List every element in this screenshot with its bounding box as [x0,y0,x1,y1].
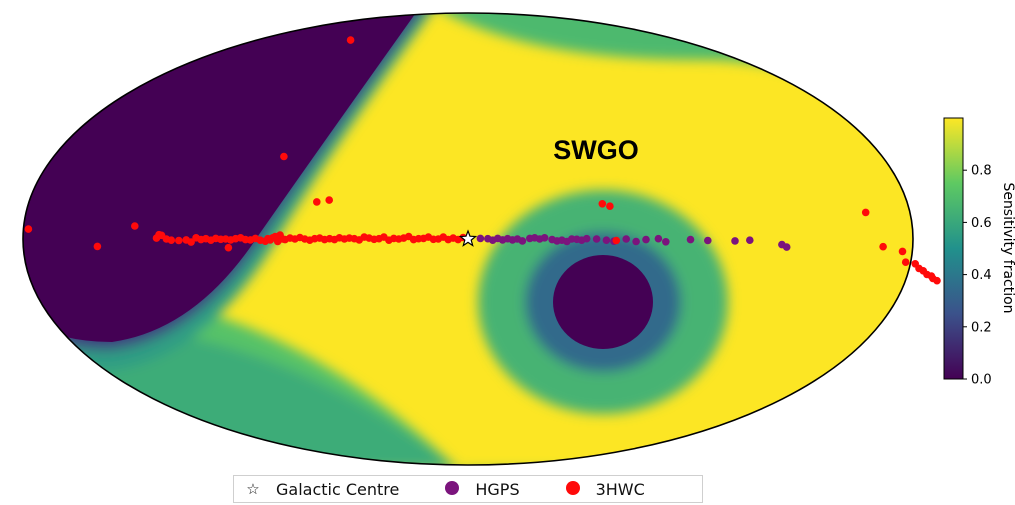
star-icon: ☆ [246,480,260,498]
point-3hwc [280,152,288,161]
point-hgps [642,235,650,244]
colorbar-tick-label: 0.4 [971,268,992,283]
point-3hwc [898,247,907,256]
point-3hwc [861,208,870,217]
point-3hwc [313,198,321,206]
point-3hwc [152,234,161,242]
point-hgps [704,236,712,245]
point-hgps [582,234,591,243]
legend-label-3hwc: 3HWC [595,479,645,499]
legend-label-hgps: HGPS [475,479,520,499]
point-hgps [592,235,601,243]
point-hgps [662,238,670,246]
point-3hwc [224,243,233,252]
colorbar-label: Sensitivity fraction [1000,182,1015,313]
colorbar [943,117,964,380]
point-3hwc [325,196,334,204]
point-hgps [782,243,791,251]
point-hgps [540,234,549,242]
point-3hwc [175,236,183,245]
colorbar-tick-label: 0.0 [971,373,992,388]
point-hgps [476,234,485,243]
point-3hwc [131,222,139,230]
legend: ☆ Galactic Centre HGPS 3HWC [233,475,703,503]
point-3hwc [612,236,621,245]
colorbar-tick-label: 0.6 [971,216,992,231]
point-3hwc [192,234,200,242]
pole-blind-spot [553,255,653,349]
legend-item-galactic-centre: ☆ Galactic Centre [244,480,399,499]
point-hgps [731,237,739,245]
point-hgps [622,235,630,243]
point-hgps [632,237,640,246]
hgps-marker-icon [443,480,461,499]
point-galactic-centre [458,229,478,247]
point-hgps [654,234,663,243]
3hwc-marker-icon [564,480,582,499]
point-3hwc [24,225,33,233]
map-annotation: SWGO [553,135,639,165]
sky-boundary [22,12,914,466]
point-hgps [518,237,527,245]
legend-item-3hwc: 3HWC [564,480,645,499]
legend-label-galactic-centre: Galactic Centre [276,479,400,499]
point-3hwc [901,258,910,267]
colorbar-tick-label: 0.2 [971,320,992,335]
point-hgps [686,235,695,244]
point-3hwc [879,242,887,251]
legend-item-hgps: HGPS [443,479,520,499]
point-hgps [602,236,611,244]
point-3hwc [606,202,614,210]
point-hgps [746,236,754,244]
mollweide-sky-map: SWGO 0.0 0.2 0.4 0.6 0.8 Sensitivity fraction [22,12,1015,466]
colorbar-tick-label: 0.8 [971,164,992,179]
point-3hwc [933,276,941,285]
point-3hwc [182,236,190,244]
point-3hwc [93,242,102,251]
point-3hwc [598,200,607,208]
point-3hwc [346,36,355,44]
